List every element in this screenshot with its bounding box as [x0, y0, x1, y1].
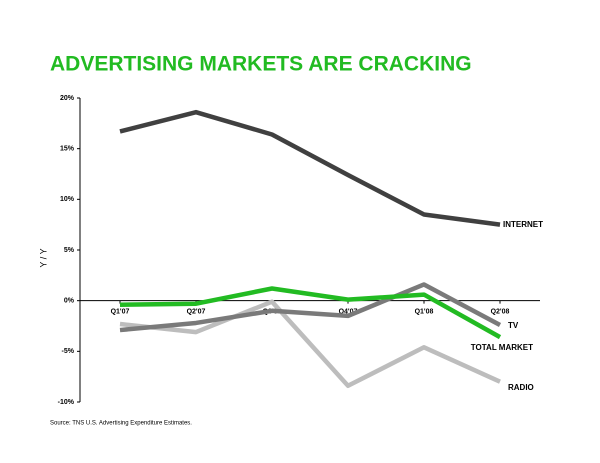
series-label: TOTAL MARKET — [471, 343, 533, 352]
y-tick-label: 0% — [64, 298, 75, 305]
x-tick-label: Q1'08 — [415, 309, 434, 316]
y-tick-label: 20% — [60, 95, 75, 102]
y-axis-label: Y / Y — [38, 248, 48, 267]
series-line — [119, 286, 502, 340]
series-line — [119, 299, 501, 389]
series-label: TV — [508, 321, 519, 330]
series-label: INTERNET — [503, 220, 543, 229]
chart-title: ADVERTISING MARKETS ARE CRACKING — [50, 53, 472, 76]
series-label: RADIO — [508, 383, 534, 392]
y-tick-label: 15% — [60, 146, 75, 153]
x-tick-label: Q2'08 — [491, 309, 510, 316]
y-tick-label: -5% — [62, 348, 75, 355]
y-tick-label: 5% — [64, 247, 75, 254]
y-tick-label: -10% — [58, 399, 75, 406]
series-line — [119, 109, 501, 227]
series-line — [119, 282, 502, 333]
source-note: Source: TNS U.S. Advertising Expenditure… — [50, 421, 192, 427]
x-tick-label: Q4'07 — [339, 309, 358, 316]
x-tick-label: Q1'07 — [111, 309, 130, 316]
x-tick-label: Q2'07 — [187, 309, 206, 316]
y-tick-label: 10% — [60, 196, 75, 203]
